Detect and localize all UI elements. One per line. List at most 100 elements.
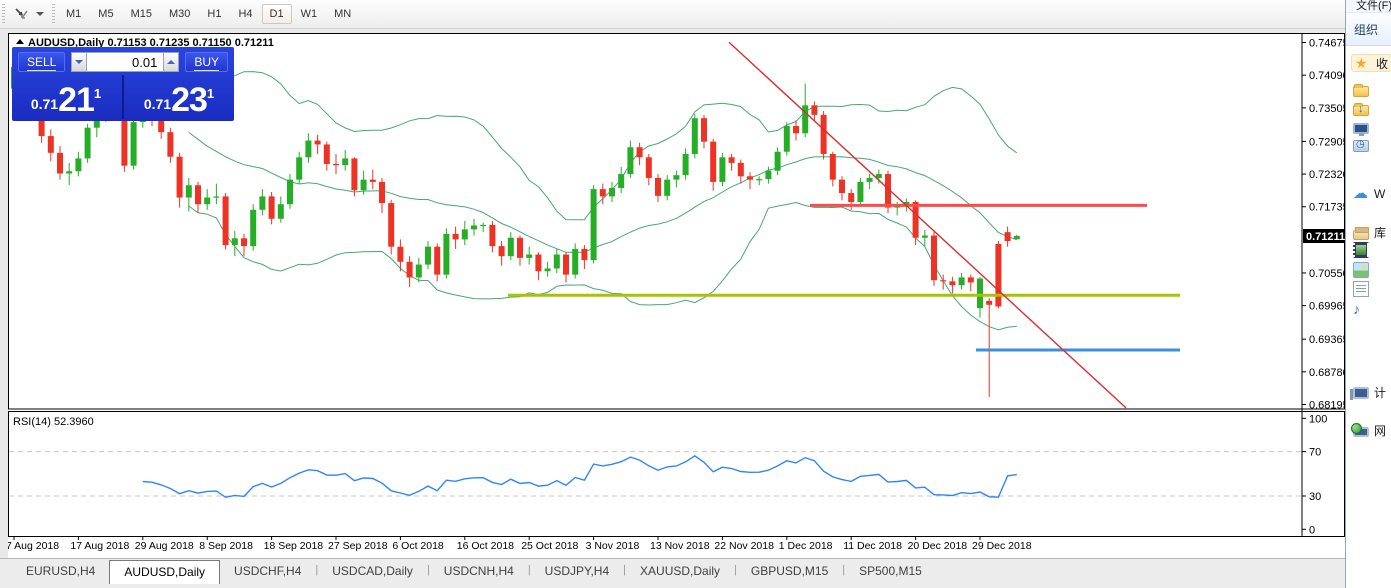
candle-body (1013, 236, 1020, 240)
buy-price[interactable]: 0.71 23 1 (143, 81, 215, 119)
svg-text:6 Oct 2018: 6 Oct 2018 (392, 540, 444, 552)
candle-body (719, 157, 726, 182)
svg-text:0.72320: 0.72320 (1309, 169, 1345, 181)
svg-text:11 Dec 2018: 11 Dec 2018 (843, 540, 902, 552)
timeframe-button-m15[interactable]: M15 (130, 8, 152, 20)
candle-body (1004, 232, 1011, 242)
chart-tab-usdjpy-h4[interactable]: USDJPY,H4 (544, 564, 610, 578)
cursor-tool-button[interactable] (12, 2, 52, 26)
candle-body (958, 277, 965, 286)
candle-body (737, 162, 744, 177)
explorer-item[interactable] (1353, 136, 1369, 154)
chart-tab-gbpusd-m15[interactable]: GBPUSD,M15 (750, 564, 829, 578)
tab-separator: | (426, 564, 430, 576)
candle-body (885, 174, 891, 208)
chart-tab-xauusd-daily[interactable]: XAUUSD,Daily (640, 564, 721, 578)
timeframe-button-h1[interactable]: H1 (207, 8, 222, 20)
candle-body (425, 246, 431, 265)
collapse-triangle-icon[interactable] (16, 39, 24, 44)
timeframe-button-w1[interactable]: W1 (300, 8, 318, 20)
candle-body (655, 177, 661, 196)
toolbar-grip[interactable] (52, 4, 55, 24)
timeframe-button-m1[interactable]: M1 (66, 8, 82, 20)
candle-body (369, 179, 376, 182)
sell-price[interactable]: 0.71 21 1 (30, 81, 102, 119)
candle-body (57, 152, 63, 174)
svg-text:18 Sep 2018: 18 Sep 2018 (264, 540, 324, 552)
candle-body (397, 246, 404, 262)
chart-tab-eurusd-h4[interactable]: EURUSD,H4 (26, 564, 96, 578)
sell-button[interactable]: SELL (18, 52, 66, 72)
cursor-tool-dropdown-icon[interactable] (36, 12, 44, 16)
svg-text:0.73505: 0.73505 (1309, 103, 1345, 115)
candle-body (627, 147, 634, 175)
explorer-item[interactable] (1353, 118, 1369, 136)
candle-body (314, 140, 321, 145)
timeframe-toolbar: M1 M5 M15 M30 H1 H4 D1 W1 MN (58, 2, 360, 26)
explorer-organize-button[interactable]: 组织 (1346, 12, 1391, 46)
candle-body (728, 157, 735, 163)
candle-body (287, 179, 293, 205)
svg-text:0.74090: 0.74090 (1309, 70, 1345, 82)
tab-separator: | (734, 564, 737, 576)
explorer-item[interactable] (1353, 99, 1369, 117)
toolbar-grip[interactable] (2, 4, 5, 24)
explorer-file-menu[interactable]: 文件(F) (1346, 0, 1391, 12)
main-pane-border (8, 33, 1345, 410)
candle-body (93, 116, 100, 128)
timeframe-button-h4[interactable]: H4 (238, 8, 253, 20)
svg-text:29 Aug 2018: 29 Aug 2018 (135, 540, 194, 552)
chart-tab-sp500-m15[interactable]: SP500,M15 (859, 564, 922, 578)
candle-body (949, 281, 956, 286)
tab-separator: | (842, 564, 846, 576)
svg-text:0.69365: 0.69365 (1309, 334, 1345, 346)
explorer-item-label: 库 (1374, 225, 1387, 240)
svg-text:0.71211: 0.71211 (1306, 231, 1345, 243)
chart-tab-usdcnh-h4[interactable]: USDCNH,H4 (443, 564, 514, 578)
candle-body (756, 179, 763, 181)
videos-icon (1353, 242, 1369, 258)
svg-text:8 Sep 2018: 8 Sep 2018 (199, 540, 253, 552)
lot-decrease-button[interactable] (71, 52, 88, 72)
explorer-item[interactable]: 库 (1353, 223, 1386, 241)
candle-body (553, 254, 560, 269)
candle-body (443, 233, 450, 275)
current-price-tag (1303, 229, 1345, 244)
explorer-item[interactable] (1353, 261, 1369, 279)
explorer-item[interactable]: 计 (1350, 383, 1386, 401)
explorer-item[interactable]: 网 (1351, 421, 1386, 439)
explorer-item[interactable] (1353, 280, 1369, 298)
explorer-item[interactable] (1353, 241, 1369, 259)
lot-increase-button[interactable] (163, 52, 180, 72)
chart-tab-usdchf-h4[interactable]: USDCHF,H4 (234, 564, 302, 578)
candle-body (940, 280, 947, 282)
svg-text:0.74675: 0.74675 (1309, 38, 1345, 50)
svg-text:0.72905: 0.72905 (1309, 136, 1345, 148)
candle-body (563, 254, 569, 275)
candle-body (682, 153, 689, 176)
svg-text:17 Aug 2018: 17 Aug 2018 (70, 540, 129, 552)
timeframe-button-m30[interactable]: M30 (168, 8, 191, 20)
chart-tab-usdcad-daily[interactable]: USDCAD,Daily (332, 564, 413, 578)
candle-body (213, 196, 220, 198)
explorer-item[interactable]: ♪ (1353, 300, 1369, 318)
timeframe-button-mn[interactable]: MN (334, 8, 352, 20)
music-icon: ♪ (1353, 301, 1360, 317)
explorer-item[interactable]: ★ 收 (1351, 54, 1391, 72)
candle-body (167, 132, 174, 157)
svg-text:30: 30 (1309, 491, 1321, 503)
chart-tab-audusd-daily[interactable]: AUDUSD,Daily (109, 560, 221, 584)
buy-button[interactable]: BUY (185, 52, 229, 72)
candle-body (268, 196, 275, 219)
lot-size-input[interactable]: 0.01 (87, 52, 164, 72)
timeframe-button-m5[interactable]: M5 (98, 8, 114, 20)
descending-trendline[interactable] (728, 41, 1127, 409)
candle-body (406, 261, 413, 278)
candle-body (977, 278, 983, 309)
chart-tab-bar: EURUSD,H4 AUDUSD,Daily USDCHF,H4 | USDCAD,Da… (0, 558, 1345, 588)
tab-separator: | (527, 564, 531, 576)
explorer-item[interactable]: ☁ W (1353, 185, 1385, 203)
timeframe-button-d1[interactable]: D1 (261, 4, 292, 24)
explorer-item[interactable] (1353, 80, 1369, 98)
